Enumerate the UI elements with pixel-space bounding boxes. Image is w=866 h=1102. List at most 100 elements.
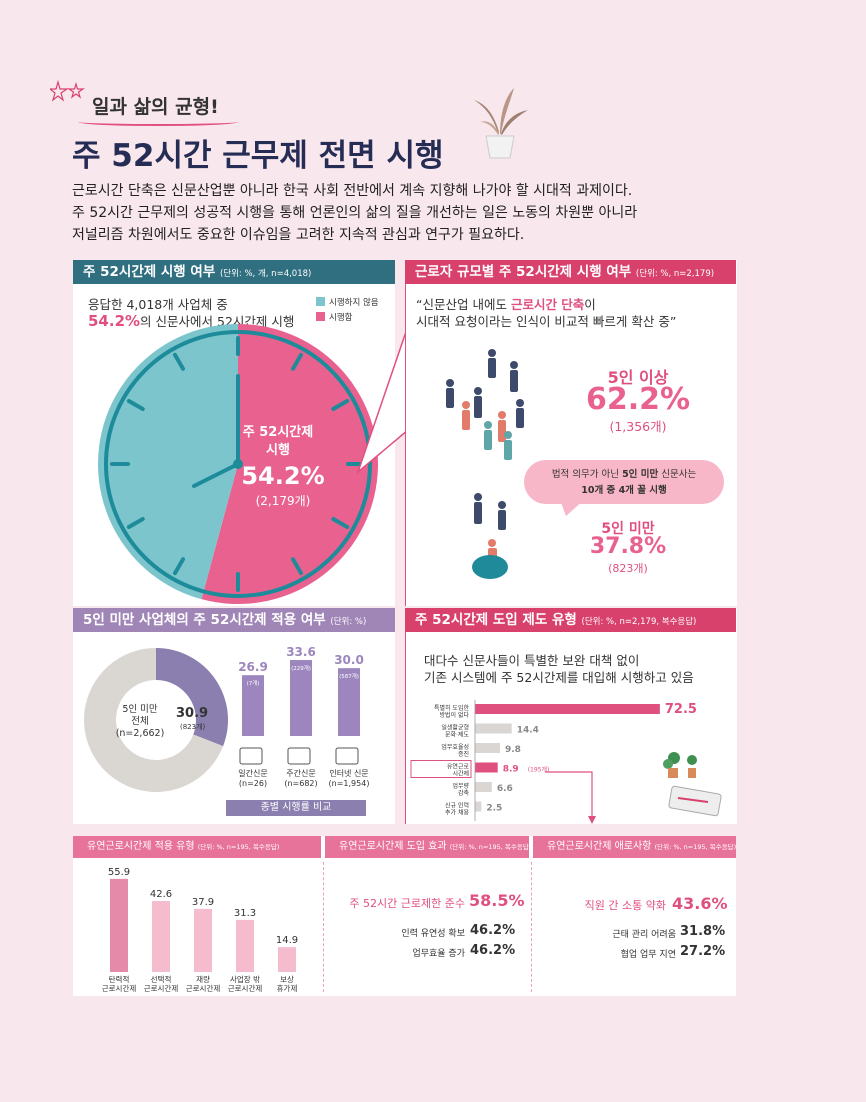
- flex-bar-value: 37.9: [192, 897, 214, 908]
- intro-line: 주 52시간 근무제의 성공적 시행을 통해 언론인의 삶의 질을 개선하는 일…: [72, 205, 638, 221]
- type-bar: [242, 675, 264, 736]
- bubble-text: 법적 의무가 아닌: [551, 469, 623, 480]
- legend-label: 시행하지 않음: [329, 298, 379, 308]
- hbar-label: 시간제: [452, 770, 469, 778]
- plant-icon: [470, 82, 530, 162]
- newspaper-icon: [287, 747, 311, 765]
- hbar-label: 문화·제도: [445, 731, 469, 739]
- flex-bar-label: 탄력적: [109, 974, 130, 984]
- panel-title: 5인 미만 사업체의 주 52시간제 적용 여부: [83, 612, 326, 628]
- type-bar: [290, 660, 312, 736]
- type-bar-value: 26.9: [238, 660, 268, 674]
- hbar-label: 일생활균형: [441, 724, 469, 732]
- over5-label: 5인 이상: [607, 368, 669, 387]
- bubble-line: 10개 중 4개 꼴 시행: [581, 485, 667, 496]
- flex-bar-label: 선택적: [151, 974, 172, 984]
- panel-unit: (단위: %, n=2,179): [635, 269, 715, 279]
- legend-item-not: 시행하지 않음: [316, 296, 379, 308]
- hbar-highlight-box: [410, 760, 472, 778]
- donut-count: (823개): [180, 723, 206, 731]
- difficulty-value: 31.8%: [680, 924, 726, 939]
- hbar-value: 8.9: [503, 765, 519, 775]
- pie-count: (2,179개): [255, 494, 311, 508]
- flex-bar-value: 31.3: [234, 908, 256, 919]
- type-bar-count: (7개): [247, 679, 260, 687]
- star-icon: [48, 79, 86, 106]
- pie-label-line: 주 52시간제: [242, 425, 314, 440]
- divider: [323, 862, 324, 992]
- panel-flex-effect-header: 유연근로시간제 도입 효과 (단위: %, n=195, 복수응답): [325, 836, 531, 858]
- pie-label: 주 52시간제 시행: [228, 424, 328, 460]
- bubble-highlight: 5인 미만: [622, 469, 659, 480]
- donut-slices: [83, 648, 228, 792]
- over5-value: 62.2%: [585, 382, 691, 417]
- over5-count: (1,356개): [609, 419, 667, 434]
- legend-item-yes: 시행함: [316, 311, 352, 323]
- hbar-label: 증진: [458, 750, 469, 758]
- flex-bar: [278, 947, 296, 972]
- type-bar-n: (n=1,954): [329, 779, 370, 788]
- type-bar-chart: 26.9 (7개) 일간신문(n=26) 33.6 (229개) 주간신문(n=682) 3…: [238, 645, 370, 788]
- hbar: [475, 704, 660, 714]
- hbar-label: 유연근로: [447, 763, 470, 771]
- callout-bubble: [524, 460, 724, 504]
- panel-flex-bottom: [73, 836, 736, 996]
- difficulty-label: 근태 관리 어려움: [612, 930, 676, 940]
- type-bar: [338, 668, 360, 736]
- flex-bar: [236, 919, 254, 972]
- note-line: 응답한 4,018개 사업체 중: [88, 297, 228, 312]
- hbar: [475, 723, 512, 734]
- hbar-label: 방법이 없다: [439, 711, 469, 719]
- legend-swatch: [316, 312, 325, 321]
- hbar: [475, 801, 482, 812]
- hbar: [475, 782, 492, 792]
- pie-value: 54.2%: [241, 462, 325, 490]
- donut-chart: [83, 648, 228, 792]
- panel-flex-type-header: 유연근로시간제 적용 유형 (단위: %, n=195, 복수응답): [73, 836, 321, 858]
- panel-flex-difficulty-header: 유연근로시간제 애로사항 (단위: %, n=195, 복수응답): [533, 836, 736, 858]
- hbar-label: 추가 채용: [445, 809, 469, 817]
- donut-slice-no: [83, 648, 224, 792]
- flex-bar-value: 55.9: [108, 867, 130, 878]
- panel-implementation-header: 주 52시간제 시행 여부 (단위: %, 개, n=4,018): [73, 260, 395, 284]
- effect-label: 업무효율 증가: [412, 949, 465, 959]
- difficulty-label: 협업 업무 지연: [620, 950, 676, 960]
- desc-line: 대다수 신문사들이 특별한 보완 대책 없이: [424, 653, 640, 668]
- newspaper-icon: [335, 747, 359, 765]
- hbar-value: 6.6: [497, 784, 513, 794]
- panel-unit: (단위: %): [330, 617, 367, 627]
- type-bar-count: (229개): [291, 664, 311, 672]
- type-bar-label: 인터넷 신문: [329, 768, 368, 778]
- page-subtitle: 일과 삶의 균형!: [92, 96, 219, 118]
- under5-value: 37.8%: [589, 534, 667, 559]
- hbar: [475, 743, 500, 753]
- hbar: [475, 762, 498, 773]
- hbar-count: (195개): [528, 766, 550, 774]
- hbar-value: 72.5: [665, 702, 697, 717]
- under5-count: (823개): [608, 562, 648, 575]
- page-title: 주 52시간 근무제 전면 시행: [72, 138, 444, 174]
- effect-value: 46.2%: [470, 923, 516, 938]
- flex-bar-label: 근로시간제: [228, 983, 263, 993]
- hbar-value: 9.8: [505, 745, 521, 755]
- flex-bar: [194, 908, 212, 972]
- panel-title: 주 52시간제 시행 여부: [83, 264, 216, 280]
- panel-title: 유연근로시간제 도입 효과: [339, 841, 447, 852]
- quote-text: “신문산업 내에도: [416, 297, 511, 312]
- flex-bar-value: 42.6: [150, 889, 172, 900]
- bubble-line: 법적 의무가 아닌 5인 미만 신문사는: [524, 466, 724, 480]
- panel-unit: (단위: %, 개, n=4,018): [219, 269, 312, 279]
- note-text: 의 신문사에서 52시간제 시행: [140, 314, 295, 329]
- flex-bar-label: 재량: [196, 975, 210, 984]
- hbar-label: 특별히 도입한: [434, 704, 470, 712]
- donut-label-line: 전체: [131, 716, 149, 727]
- panel-system-type-header: 주 52시간제 도입 제도 유형 (단위: %, n=2,179, 복수응답): [405, 608, 736, 632]
- panel-by-size-header: 근로자 규모별 주 52시간제 시행 여부 (단위: %, n=2,179): [405, 260, 736, 284]
- flex-bar-value: 14.9: [276, 935, 298, 946]
- difficulty-value: 27.2%: [680, 944, 726, 959]
- legend-label: 시행함: [329, 313, 353, 323]
- flex-bar-label: 근로시간제: [186, 983, 221, 993]
- type-bar-value: 33.6: [286, 645, 316, 659]
- type-bar-label: 일간신문: [238, 768, 267, 778]
